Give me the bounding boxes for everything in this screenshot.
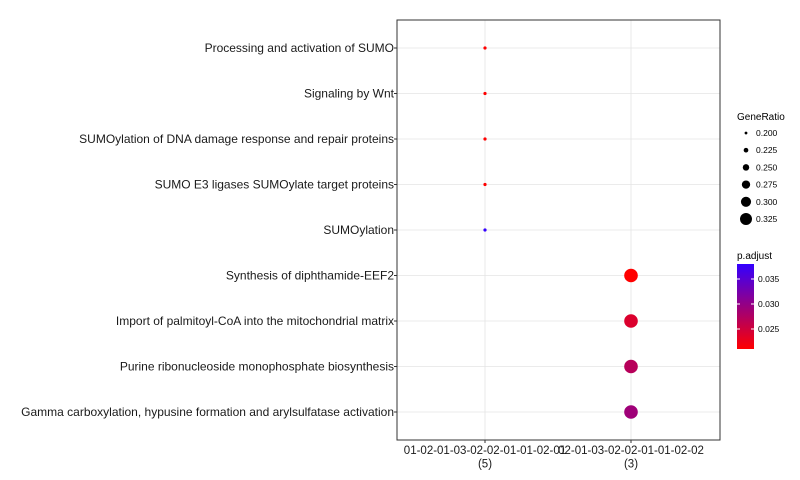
data-point	[483, 182, 487, 187]
color-legend-bar	[737, 264, 754, 349]
color-legend-label: 0.025	[758, 324, 780, 334]
y-tick-label: Synthesis of diphthamide-EEF2	[226, 269, 394, 283]
color-legend-label: 0.035	[758, 274, 780, 284]
color-legend-label: 0.030	[758, 299, 780, 309]
data-point	[624, 405, 638, 419]
size-legend-label: 0.300	[756, 197, 778, 207]
size-legend-key	[744, 131, 748, 135]
y-tick-label: Processing and activation of SUMO	[205, 41, 394, 55]
data-point	[624, 268, 638, 283]
data-point	[624, 314, 638, 328]
y-tick-label: Signaling by Wnt	[304, 87, 395, 101]
data-point	[483, 46, 487, 50]
x-tick-label: 02-01-03-02-02-01-01-02-02 (3)	[558, 445, 704, 471]
data-point	[483, 228, 487, 232]
y-tick-label: Import of palmitoyl-CoA into the mitocho…	[116, 314, 394, 328]
y-tick-label: SUMO E3 ligases SUMOylate target protein…	[155, 178, 394, 192]
size-legend-title: GeneRatio	[737, 112, 785, 123]
size-legend-key	[742, 164, 750, 171]
size-legend-label: 0.275	[756, 180, 778, 190]
y-tick-label: SUMOylation	[323, 223, 394, 237]
size-legend-key	[741, 180, 751, 189]
y-tick-label: Gamma carboxylation, hypusine formation …	[21, 405, 394, 419]
size-legend-label: 0.225	[756, 145, 778, 155]
data-point	[483, 91, 487, 96]
size-legend-label: 0.250	[756, 162, 778, 172]
y-tick-label: SUMOylation of DNA damage response and r…	[79, 132, 394, 146]
data-point	[483, 137, 487, 141]
size-legend-key	[740, 213, 752, 225]
size-legend-label: 0.200	[756, 128, 778, 138]
y-tick-label: Purine ribonucleoside monophosphate bios…	[120, 360, 394, 374]
size-legend-label: 0.325	[756, 214, 778, 224]
x-tick-label: 01-02-01-03-02-02-01-01-02-01 (5)	[404, 445, 566, 471]
data-point	[624, 359, 638, 374]
size-legend-key	[740, 196, 752, 207]
size-legend-key	[743, 147, 749, 153]
color-legend-title: p.adjust	[737, 251, 772, 262]
